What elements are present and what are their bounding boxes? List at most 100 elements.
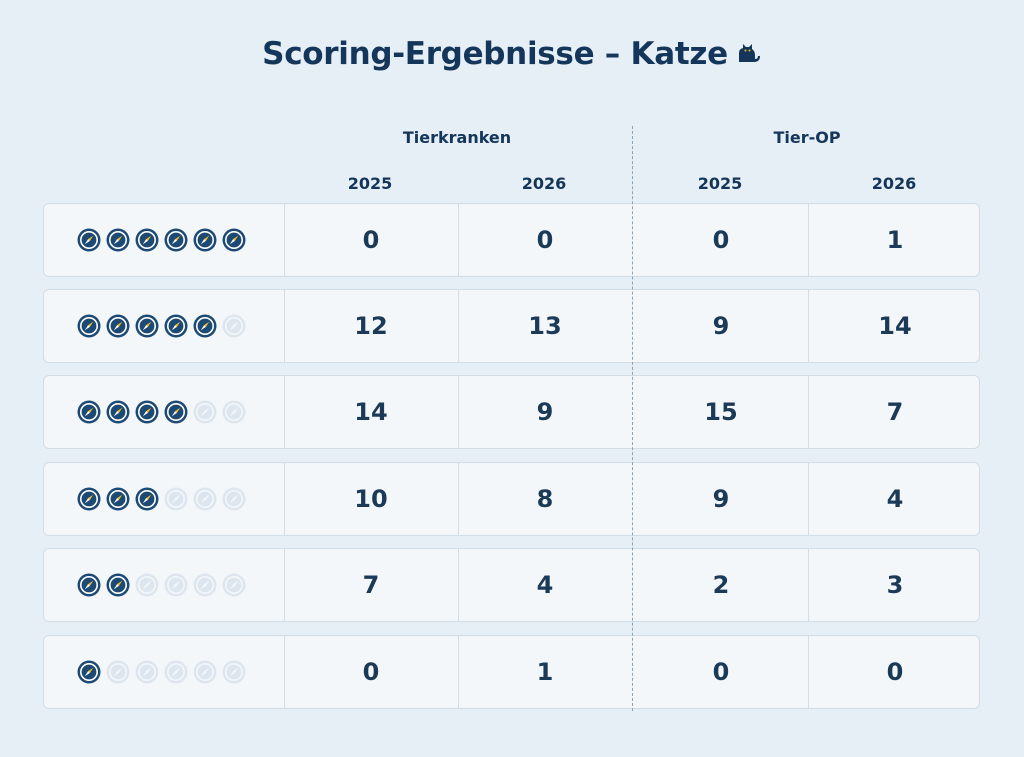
cell-separator bbox=[808, 204, 809, 276]
value-cell: 9 bbox=[712, 485, 730, 513]
value-cell: 14 bbox=[878, 312, 912, 340]
compass-icon-filled bbox=[77, 487, 101, 511]
cell-separator bbox=[458, 204, 459, 276]
value-cell: 0 bbox=[536, 226, 554, 254]
value-cell: 9 bbox=[712, 312, 730, 340]
compass-icon-filled bbox=[135, 400, 159, 424]
compass-icon-empty bbox=[135, 660, 159, 684]
compass-icon-empty bbox=[193, 660, 217, 684]
value-cell: 13 bbox=[528, 312, 562, 340]
value-cell: 9 bbox=[536, 398, 554, 426]
value-cell: 4 bbox=[886, 485, 904, 513]
value-cell: 15 bbox=[704, 398, 738, 426]
compass-icon-filled bbox=[193, 314, 217, 338]
compass-icon-empty bbox=[222, 487, 246, 511]
cell-separator bbox=[808, 549, 809, 621]
compass-icon-empty bbox=[135, 573, 159, 597]
compass-icon-empty bbox=[222, 400, 246, 424]
year-header-tier-op-2025: 2025 bbox=[697, 174, 743, 193]
value-cell: 4 bbox=[536, 571, 554, 599]
value-cell: 3 bbox=[886, 571, 904, 599]
compass-icon-filled bbox=[77, 660, 101, 684]
cell-separator bbox=[284, 549, 285, 621]
cell-separator bbox=[284, 463, 285, 535]
cell-separator bbox=[458, 636, 459, 708]
compass-icon-empty bbox=[164, 487, 188, 511]
compass-icon-filled bbox=[77, 400, 101, 424]
value-cell: 8 bbox=[536, 485, 554, 513]
cell-separator bbox=[284, 636, 285, 708]
cell-separator bbox=[808, 290, 809, 362]
compass-icon-filled bbox=[222, 228, 246, 252]
group-header-tierkranken: Tierkranken bbox=[402, 128, 512, 147]
compass-icon-filled bbox=[106, 400, 130, 424]
compass-icon-empty bbox=[106, 660, 130, 684]
compass-icon-empty bbox=[164, 660, 188, 684]
compass-icon-filled bbox=[77, 314, 101, 338]
compass-icon-empty bbox=[222, 660, 246, 684]
table-row: 14 9 15 7 bbox=[43, 375, 980, 449]
compass-icon-filled bbox=[164, 228, 188, 252]
value-cell: 14 bbox=[354, 398, 388, 426]
cell-separator bbox=[284, 204, 285, 276]
cell-separator bbox=[458, 376, 459, 448]
compass-icon-empty bbox=[164, 573, 188, 597]
compass-icon-filled bbox=[106, 228, 130, 252]
value-cell: 0 bbox=[886, 658, 904, 686]
group-divider bbox=[632, 126, 633, 711]
value-cell: 2 bbox=[712, 571, 730, 599]
table-row: 0 0 0 1 bbox=[43, 203, 980, 277]
compass-icon-filled bbox=[106, 314, 130, 338]
year-header-tierkranken-2025: 2025 bbox=[347, 174, 393, 193]
value-cell: 7 bbox=[362, 571, 380, 599]
cell-separator bbox=[284, 376, 285, 448]
value-cell: 1 bbox=[536, 658, 554, 686]
value-cell: 10 bbox=[354, 485, 388, 513]
value-cell: 0 bbox=[712, 226, 730, 254]
group-header-tier-op: Tier-OP bbox=[773, 128, 841, 147]
compass-icon-filled bbox=[193, 228, 217, 252]
compass-icon-filled bbox=[164, 314, 188, 338]
compass-icon-filled bbox=[77, 573, 101, 597]
cat-icon bbox=[734, 38, 762, 74]
table-row: 12 13 9 14 bbox=[43, 289, 980, 363]
cell-separator bbox=[284, 290, 285, 362]
cell-separator bbox=[808, 463, 809, 535]
cell-separator bbox=[458, 549, 459, 621]
table-row: 7 4 2 3 bbox=[43, 548, 980, 622]
cell-separator bbox=[808, 376, 809, 448]
value-cell: 0 bbox=[712, 658, 730, 686]
compass-icon-filled bbox=[135, 228, 159, 252]
table-row: 0 1 0 0 bbox=[43, 635, 980, 709]
value-cell: 12 bbox=[354, 312, 388, 340]
compass-icon-filled bbox=[106, 573, 130, 597]
rating-icons bbox=[77, 400, 246, 424]
rating-icons bbox=[77, 573, 246, 597]
compass-icon-filled bbox=[106, 487, 130, 511]
value-cell: 0 bbox=[362, 226, 380, 254]
table-row: 10 8 9 4 bbox=[43, 462, 980, 536]
compass-icon-empty bbox=[222, 573, 246, 597]
value-cell: 1 bbox=[886, 226, 904, 254]
compass-icon-empty bbox=[193, 487, 217, 511]
cell-separator bbox=[808, 636, 809, 708]
cell-separator bbox=[458, 463, 459, 535]
cell-separator bbox=[458, 290, 459, 362]
rating-icons bbox=[77, 314, 246, 338]
compass-icon-empty bbox=[193, 573, 217, 597]
page-title: Scoring-Ergebnisse – Katze bbox=[0, 36, 1024, 74]
compass-icon-filled bbox=[135, 314, 159, 338]
title-text: Scoring-Ergebnisse – Katze bbox=[262, 36, 728, 72]
compass-icon-filled bbox=[164, 400, 188, 424]
compass-icon-filled bbox=[77, 228, 101, 252]
rating-icons bbox=[77, 228, 246, 252]
compass-icon-empty bbox=[193, 400, 217, 424]
compass-icon-empty bbox=[222, 314, 246, 338]
compass-icon-filled bbox=[135, 487, 159, 511]
value-cell: 7 bbox=[886, 398, 904, 426]
year-header-tierkranken-2026: 2026 bbox=[521, 174, 567, 193]
year-header-tier-op-2026: 2026 bbox=[871, 174, 917, 193]
value-cell: 0 bbox=[362, 658, 380, 686]
rating-icons bbox=[77, 660, 246, 684]
rating-icons bbox=[77, 487, 246, 511]
